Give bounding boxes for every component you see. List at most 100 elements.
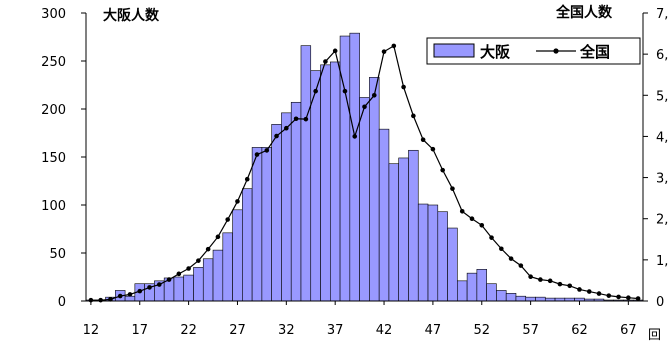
point-zenkoku-14 (108, 297, 113, 302)
left-tick-label: 50 (49, 247, 66, 262)
point-zenkoku-33 (293, 116, 299, 122)
bar-osaka-45 (408, 149, 419, 302)
bar-osaka-50 (457, 280, 468, 302)
x-tick-label: 62 (571, 323, 588, 338)
point-zenkoku-67 (626, 295, 631, 301)
right-tick-label: 6, (656, 48, 668, 63)
point-zenkoku-25 (215, 234, 221, 240)
point-zenkoku-40 (362, 104, 367, 110)
point-zenkoku-16 (127, 292, 133, 297)
point-zenkoku-57 (528, 274, 533, 280)
bar-osaka-37 (329, 61, 341, 302)
bar-osaka-32 (281, 112, 292, 302)
point-zenkoku-32 (284, 125, 289, 131)
x-tick-label: 47 (425, 323, 442, 338)
x-tick-label: 27 (229, 323, 246, 338)
point-zenkoku-12 (88, 297, 94, 303)
left-tick-label: 100 (41, 199, 66, 214)
left-tick-label: 200 (41, 103, 66, 118)
x-tick-label: 42 (376, 323, 393, 338)
bar-osaka-56 (515, 295, 527, 302)
point-zenkoku-50 (459, 209, 465, 214)
bar-osaka-53 (486, 283, 497, 302)
point-zenkoku-55 (508, 256, 514, 261)
point-zenkoku-64 (596, 291, 602, 296)
point-zenkoku-43 (391, 43, 397, 49)
point-zenkoku-36 (323, 59, 328, 64)
point-zenkoku-17 (137, 288, 143, 294)
bar-osaka-41 (369, 77, 380, 302)
point-zenkoku-65 (606, 293, 612, 298)
point-zenkoku-26 (225, 217, 230, 222)
point-zenkoku-18 (147, 285, 152, 290)
point-zenkoku-23 (196, 258, 201, 263)
point-zenkoku-15 (117, 293, 123, 299)
bar-osaka-51 (466, 272, 478, 302)
point-zenkoku-68 (635, 296, 641, 301)
point-zenkoku-13 (98, 297, 103, 303)
point-zenkoku-53 (489, 235, 494, 240)
bar-osaka-36 (320, 64, 331, 302)
right-tick-label: 5, (656, 89, 668, 104)
right-axis-title: 全国人数 (555, 4, 613, 21)
left-tick-label: 0 (58, 295, 66, 310)
bar-osaka-43 (388, 163, 399, 302)
right-tick-label: 3, (656, 172, 668, 187)
point-zenkoku-51 (469, 216, 475, 222)
bar-osaka-29 (251, 147, 263, 302)
point-zenkoku-44 (401, 84, 406, 90)
bar-osaka-31 (271, 124, 282, 302)
bar-osaka-48 (437, 211, 448, 302)
x-tick-label: 32 (278, 323, 295, 338)
bar-osaka-24 (202, 258, 214, 302)
bar-osaka-25 (212, 249, 224, 302)
legend: 大阪 全国 (426, 37, 641, 65)
point-zenkoku-46 (420, 137, 426, 143)
point-zenkoku-27 (235, 199, 240, 204)
point-zenkoku-56 (518, 263, 524, 268)
point-zenkoku-63 (586, 289, 592, 294)
bar-osaka-22 (183, 274, 194, 302)
point-zenkoku-29 (254, 152, 260, 157)
bar-osaka-28 (242, 188, 253, 302)
right-tick-label: 1, (656, 254, 668, 269)
point-zenkoku-22 (186, 266, 191, 271)
bar-osaka-49 (447, 227, 458, 302)
bar-osaka-42 (378, 128, 390, 302)
point-zenkoku-52 (479, 223, 485, 228)
point-zenkoku-41 (371, 92, 377, 98)
point-zenkoku-38 (342, 88, 348, 94)
x-tick-label: 57 (522, 323, 539, 338)
point-zenkoku-19 (156, 282, 162, 287)
line-layer (88, 43, 641, 303)
bar-osaka-54 (496, 290, 507, 302)
legend-line-marker (553, 48, 559, 54)
x-tick-label: 22 (180, 323, 197, 338)
left-tick-label: 150 (41, 151, 66, 166)
legend-bar-label: 大阪 (480, 43, 511, 61)
right-tick-label: 0 (656, 295, 664, 310)
point-zenkoku-28 (244, 176, 250, 182)
bar-osaka-30 (261, 147, 272, 302)
point-zenkoku-49 (450, 186, 455, 191)
x-tick-label: 67 (620, 323, 637, 338)
right-tick-label: 7, (656, 7, 668, 22)
point-zenkoku-62 (577, 287, 582, 292)
point-zenkoku-58 (538, 277, 543, 282)
left-tick-label: 300 (41, 7, 66, 22)
left-axis-title: 大阪人数 (103, 7, 160, 24)
point-zenkoku-48 (440, 167, 445, 173)
bar-osaka-35 (310, 70, 321, 302)
bar-osaka-26 (222, 232, 233, 302)
right-tick-label: 2, (656, 213, 668, 228)
x-tick-label: 17 (131, 323, 148, 338)
point-zenkoku-59 (547, 278, 553, 284)
bar-osaka-27 (232, 209, 243, 302)
bar-osaka-44 (398, 157, 409, 302)
bars-layer (85, 32, 644, 302)
bar-osaka-16 (124, 295, 136, 302)
x-tick-label: 52 (473, 323, 490, 338)
bar-osaka-40 (359, 97, 370, 302)
